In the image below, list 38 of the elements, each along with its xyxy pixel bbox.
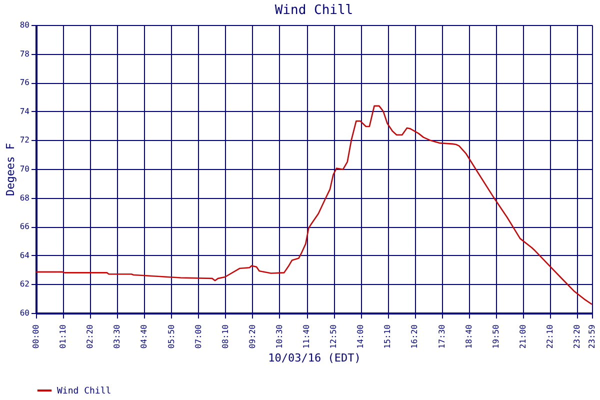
line-series bbox=[35, 105, 593, 306]
x-tick-label: 23:20 bbox=[572, 324, 582, 349]
x-tick-label: 08:10 bbox=[220, 324, 230, 349]
x-tick-label: 22:10 bbox=[545, 324, 554, 349]
x-tick-label: 11:40 bbox=[302, 324, 312, 349]
x-tick-label: 01:10 bbox=[58, 324, 68, 349]
y-tick-label: 62 bbox=[20, 280, 30, 289]
x-tick-label: 23:59 bbox=[588, 324, 596, 349]
y-tick-label: 80 bbox=[20, 20, 30, 30]
x-tick-label: 12:50 bbox=[329, 324, 338, 349]
chart-title: Wind Chill bbox=[274, 3, 354, 18]
y-tick-label: 76 bbox=[20, 78, 30, 88]
x-tick-label: 21:00 bbox=[518, 324, 528, 349]
legend-label: Wind Chill bbox=[57, 386, 112, 396]
x-tick-label: 10:30 bbox=[274, 324, 284, 349]
x-tick-label: 18:40 bbox=[464, 324, 474, 349]
y-tick-label: 66 bbox=[20, 222, 30, 232]
y-tick-label: 74 bbox=[20, 106, 30, 116]
x-tick-label: 04:40 bbox=[140, 324, 149, 349]
y-tick-label: 78 bbox=[20, 49, 30, 58]
x-tick-label: 16:20 bbox=[410, 324, 420, 349]
x-tick-label: 03:30 bbox=[112, 324, 122, 349]
x-tick-label: 00:00 bbox=[32, 324, 40, 349]
y-tick-label: 68 bbox=[20, 193, 30, 202]
x-tick-label: 07:00 bbox=[194, 324, 203, 349]
x-tick-label: 17:30 bbox=[437, 324, 446, 349]
y-tick-label: 60 bbox=[20, 308, 30, 318]
x-axis-title: 10/03/16 (EDT) bbox=[268, 352, 361, 365]
x-tick-label: 15:10 bbox=[383, 324, 392, 349]
x-tick-label: 19:50 bbox=[491, 324, 500, 349]
x-tick-label: 14:00 bbox=[356, 324, 366, 349]
y-tick-label: 70 bbox=[20, 164, 30, 174]
x-tick-label: 02:20 bbox=[86, 324, 95, 349]
y-tick-label: 72 bbox=[20, 136, 30, 145]
x-tick-label: 05:50 bbox=[166, 324, 176, 349]
y-tick-label: 64 bbox=[20, 250, 30, 260]
y-axis-title: Degees F bbox=[4, 143, 17, 196]
x-tick-label: 09:20 bbox=[248, 324, 257, 349]
